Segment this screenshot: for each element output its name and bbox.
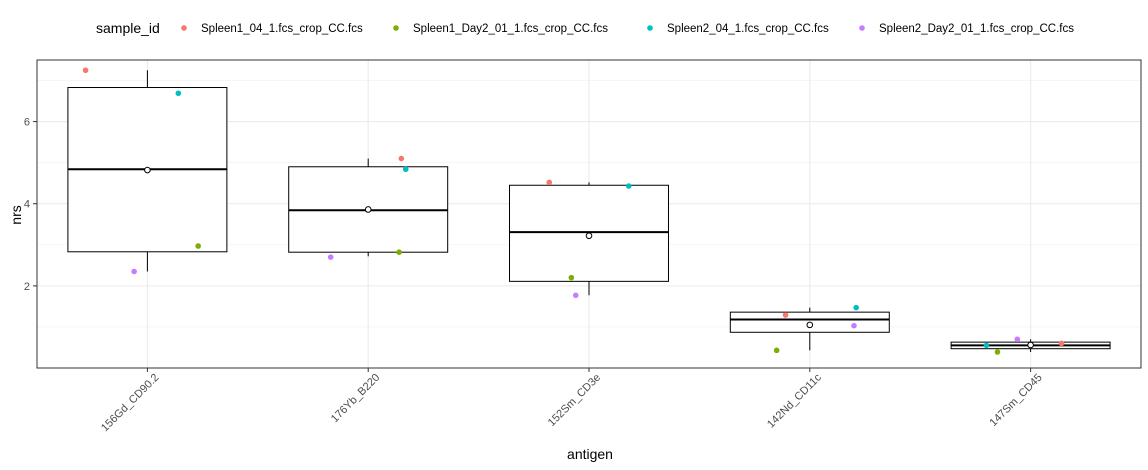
point-152Sm_CD3e [546, 179, 553, 186]
legend-item: Spleen2_Day2_01_1.fcs_crop_CC.fcs [859, 23, 1074, 35]
x-tick-label: 152Sm_CD3e [546, 372, 603, 429]
point-142Nd_CD11c [851, 322, 857, 329]
legend-key [393, 25, 399, 31]
point-142Nd_CD11c [853, 304, 859, 311]
legend-label: Spleen2_Day2_01_1.fcs_crop_CC.fcs [879, 23, 1074, 35]
y-tick-label: 4 [24, 199, 30, 211]
legend-item: Spleen1_Day2_01_1.fcs_crop_CC.fcs [393, 23, 608, 35]
legend-item: Spleen1_04_1.fcs_crop_CC.fcs [181, 23, 363, 35]
y-axis-title: nrs [8, 205, 24, 224]
y-tick-label: 2 [24, 281, 30, 293]
point-152Sm_CD3e [568, 274, 575, 281]
mean-marker [364, 206, 372, 213]
x-tick-label: 147Sm_CD45 [987, 372, 1044, 429]
legend-key [181, 25, 187, 31]
x-axis-title: antigen [567, 446, 613, 462]
mean-marker [585, 232, 593, 240]
legend-key [859, 25, 865, 31]
point-147Sm_CD45 [983, 342, 990, 349]
point-176Yb_B220 [398, 155, 405, 162]
point-147Sm_CD45 [994, 349, 1001, 355]
point-147Sm_CD45 [1014, 336, 1021, 343]
legend-title: sample_id [96, 20, 160, 36]
box-142Nd_CD11c [729, 307, 890, 351]
point-147Sm_CD45 [1058, 340, 1065, 347]
legend-label: Spleen1_Day2_01_1.fcs_crop_CC.fcs [413, 23, 608, 35]
point-156Gd_CD90.2 [175, 90, 182, 97]
x-tick-label: 156Gd_CD90.2 [99, 372, 162, 435]
legend: sample_id Spleen1_04_1.fcs_crop_CC.fcs Sp… [96, 20, 1074, 36]
legend-key [647, 25, 653, 31]
mean-marker [1027, 341, 1034, 349]
point-142Nd_CD11c [773, 347, 780, 354]
point-176Yb_B220 [396, 249, 402, 255]
x-tick-label: 142Nd_CD11c [765, 371, 824, 430]
point-142Nd_CD11c [782, 312, 789, 318]
mean-marker [806, 321, 814, 329]
data-points [82, 67, 1065, 355]
point-152Sm_CD3e [572, 292, 579, 299]
legend-label: Spleen1_04_1.fcs_crop_CC.fcs [201, 23, 363, 35]
point-156Gd_CD90.2 [195, 243, 201, 249]
mean-marker [144, 166, 151, 174]
point-176Yb_B220 [327, 254, 334, 260]
legend-item: Spleen2_04_1.fcs_crop_CC.fcs [647, 23, 829, 35]
point-176Yb_B220 [402, 166, 409, 173]
plot-panel: 2 4 6 156Gd_CD90.2 176Yb_B220 152Sm_CD3e 142Nd… [24, 59, 1142, 435]
y-tick-label: 6 [24, 117, 30, 129]
legend-label: Spleen2_04_1.fcs_crop_CC.fcs [667, 23, 829, 35]
x-tick-label: 176Yb_B220 [329, 372, 382, 425]
point-152Sm_CD3e [625, 183, 632, 189]
point-156Gd_CD90.2 [131, 268, 137, 275]
point-156Gd_CD90.2 [82, 67, 89, 74]
